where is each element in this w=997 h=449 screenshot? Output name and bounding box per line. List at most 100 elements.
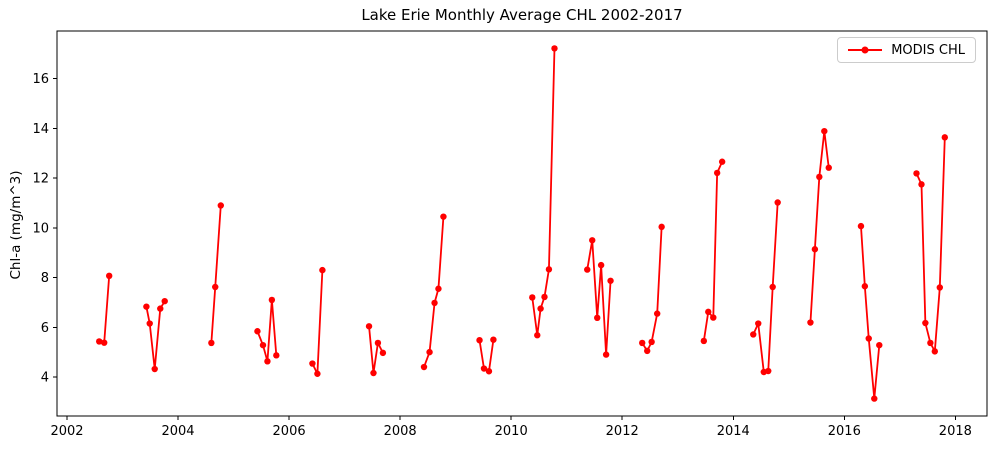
chl-data-point (273, 352, 280, 359)
chl-data-point (95, 338, 103, 345)
chl-data-point (309, 360, 316, 367)
chl-data-point (607, 277, 614, 284)
chl-line-segment (915, 136, 946, 353)
chl-line-segment (531, 47, 556, 337)
chl-line-segment (311, 269, 324, 375)
axes-border (56, 30, 988, 417)
chl-data-point (151, 365, 158, 373)
chl-data-point (653, 310, 661, 317)
y-tick-label: 16 (32, 72, 49, 87)
chl-data-point (597, 261, 605, 269)
chl-data-point (212, 283, 219, 291)
chl-data-point (254, 328, 261, 335)
chl-line-segment (860, 225, 881, 400)
chl-data-point (871, 395, 878, 402)
chl-data-point (485, 368, 493, 375)
chl-data-point (705, 308, 712, 316)
chl-data-point (700, 337, 708, 345)
chl-data-point (146, 320, 153, 327)
chl-data-point (594, 314, 601, 322)
x-tick-label: 2016 (828, 424, 861, 439)
chl-data-point (876, 341, 883, 349)
legend-line-sample (848, 46, 883, 54)
chl-data-point (865, 335, 872, 342)
chl-data-point (710, 314, 717, 321)
legend: MODIS CHL (837, 37, 976, 63)
chl-data-point (713, 169, 721, 177)
chl-data-point (718, 158, 726, 165)
chl-data-point (551, 45, 558, 52)
chl-data-point (319, 266, 326, 274)
chl-data-point (589, 237, 596, 244)
chl-line-segment (586, 239, 612, 356)
chl-data-point (208, 339, 215, 347)
chl-data-point (857, 222, 865, 230)
chl-data-point (602, 351, 610, 358)
chl-data-point (541, 293, 548, 301)
chl-data-point (821, 127, 828, 135)
chl-data-point (941, 134, 949, 141)
chl-data-point (100, 339, 108, 346)
chl-data-point (435, 285, 442, 292)
x-tick-label: 2004 (161, 424, 194, 439)
chl-data-point (774, 199, 781, 206)
chl-data-point (750, 331, 757, 338)
chl-data-point (537, 305, 544, 312)
y-tick-label: 6 (41, 321, 49, 336)
chl-data-point (931, 348, 939, 355)
x-tick-label: 2012 (606, 424, 639, 439)
y-tick-label: 14 (32, 122, 49, 137)
chl-data-point (431, 299, 438, 307)
chl-data-point (534, 332, 541, 339)
chl-line-segment (145, 300, 166, 370)
chl-data-point (584, 266, 591, 273)
chl-line-segment (641, 225, 663, 352)
chl-data-point (807, 319, 814, 326)
chl-data-point (268, 296, 276, 304)
chl-data-point (374, 339, 382, 347)
chl-line-segment (368, 325, 384, 374)
chl-line-segment (210, 204, 222, 344)
chl-line-segment (98, 274, 111, 344)
legend-label: MODIS CHL (891, 42, 965, 58)
chl-data-point (420, 363, 428, 371)
chl-line-segment (809, 130, 830, 324)
y-tick-label: 4 (41, 370, 49, 385)
y-tick-label: 10 (32, 221, 49, 236)
x-tick-label: 2014 (717, 424, 750, 439)
chl-data-point (480, 365, 488, 372)
chl-data-point (918, 181, 925, 188)
chl-data-point (639, 339, 646, 347)
chl-data-point (922, 319, 929, 327)
chl-data-point (314, 370, 321, 377)
y-tick-label: 8 (41, 271, 49, 286)
chl-data-point (426, 348, 433, 356)
chl-data-point (861, 283, 869, 290)
chl-data-point (264, 358, 271, 365)
chl-data-point (644, 347, 651, 355)
chl-data-point (157, 305, 164, 312)
chl-data-point (365, 323, 373, 330)
chl-data-point (529, 294, 536, 301)
chl-data-point (379, 349, 387, 357)
chl-data-point (490, 336, 497, 343)
chl-data-point (811, 246, 819, 253)
y-tick-label: 12 (32, 172, 49, 187)
chl-data-point (476, 336, 483, 344)
x-tick-label: 2006 (273, 424, 306, 439)
chl-data-point (370, 369, 377, 377)
chl-data-point (259, 341, 267, 349)
chl-data-point (755, 320, 762, 327)
x-tick-label: 2002 (50, 424, 83, 439)
chl-data-point (161, 297, 168, 305)
chl-data-point (765, 367, 772, 375)
chl-data-point (927, 339, 934, 347)
x-tick-label: 2010 (495, 424, 528, 439)
chl-data-point (913, 170, 920, 177)
chl-data-point (143, 303, 150, 310)
chl-data-point (816, 173, 823, 181)
chl-data-point (105, 272, 113, 280)
legend-marker-dot-icon (861, 46, 869, 54)
